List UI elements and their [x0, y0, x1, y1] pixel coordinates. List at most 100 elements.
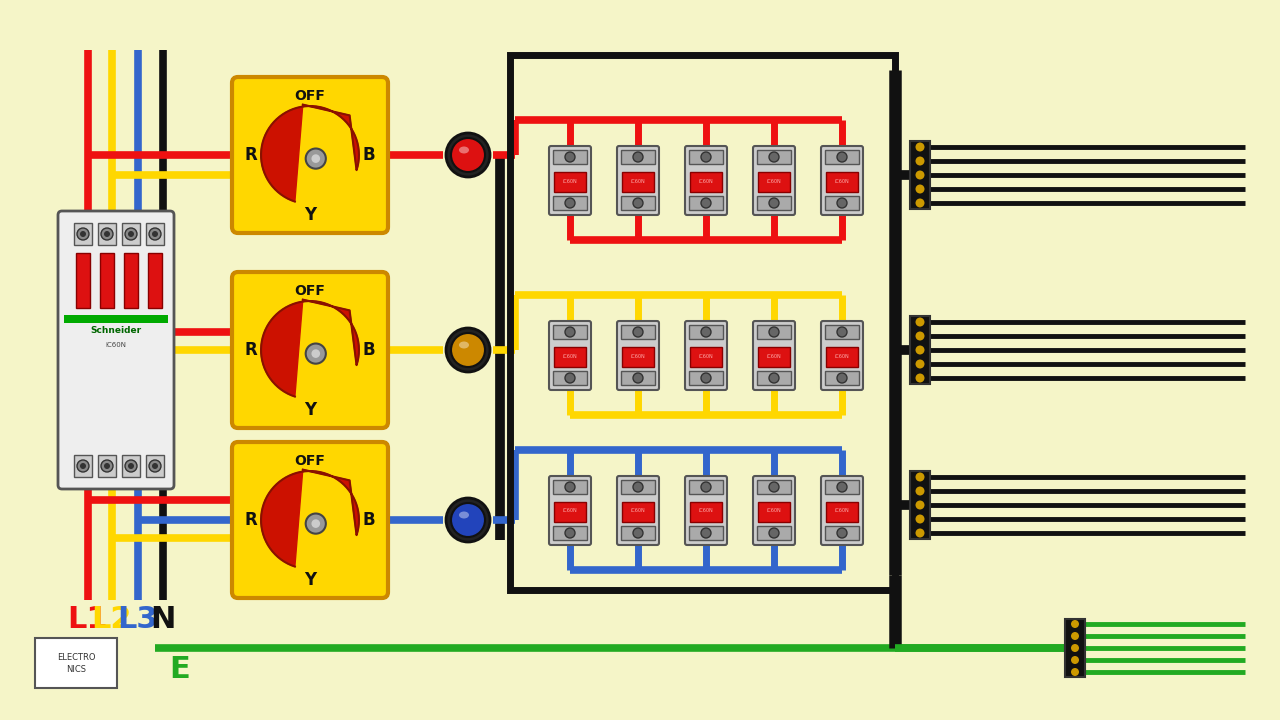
Text: NICS: NICS [67, 665, 86, 675]
Circle shape [564, 152, 575, 162]
Bar [553, 371, 588, 385]
FancyBboxPatch shape [753, 321, 795, 390]
Circle shape [564, 482, 575, 492]
Circle shape [77, 460, 90, 472]
Circle shape [769, 327, 780, 337]
Bar [621, 526, 655, 540]
Bar [756, 196, 791, 210]
Text: L2: L2 [92, 606, 132, 634]
Circle shape [915, 318, 924, 326]
Bar [689, 325, 723, 339]
Circle shape [915, 331, 924, 341]
Circle shape [128, 463, 134, 469]
Circle shape [915, 472, 924, 482]
Text: iC60N: iC60N [563, 179, 577, 184]
Circle shape [1071, 620, 1079, 628]
FancyBboxPatch shape [549, 321, 591, 390]
Text: iC60N: iC60N [699, 354, 713, 359]
Bar [756, 325, 791, 339]
FancyBboxPatch shape [753, 476, 795, 545]
Bar [690, 347, 722, 367]
Bar [621, 196, 655, 210]
Circle shape [152, 231, 157, 237]
Text: OFF: OFF [294, 89, 325, 103]
Bar [554, 347, 586, 367]
Circle shape [79, 463, 86, 469]
Bar [35, 638, 116, 688]
Circle shape [634, 482, 643, 492]
Circle shape [311, 154, 320, 163]
Text: iC60N: iC60N [835, 508, 850, 513]
Circle shape [564, 373, 575, 383]
Circle shape [915, 171, 924, 179]
Bar [621, 325, 655, 339]
Circle shape [451, 138, 485, 172]
Text: iC60N: iC60N [699, 508, 713, 513]
Text: R: R [244, 341, 257, 359]
Text: L1: L1 [68, 606, 109, 634]
Bar [74, 455, 92, 477]
Bar [148, 253, 163, 308]
Circle shape [564, 528, 575, 538]
Bar [689, 150, 723, 164]
FancyBboxPatch shape [820, 321, 863, 390]
Ellipse shape [460, 511, 468, 518]
FancyBboxPatch shape [685, 321, 727, 390]
Circle shape [915, 199, 924, 207]
Text: E: E [170, 655, 191, 685]
FancyBboxPatch shape [820, 476, 863, 545]
Circle shape [915, 528, 924, 538]
Bar [826, 172, 858, 192]
Bar [826, 371, 859, 385]
Circle shape [769, 528, 780, 538]
FancyBboxPatch shape [753, 146, 795, 215]
Bar [756, 150, 791, 164]
Bar [622, 347, 654, 367]
Text: iC60N: iC60N [105, 342, 127, 348]
Bar [64, 315, 168, 323]
Circle shape [634, 198, 643, 208]
Circle shape [769, 373, 780, 383]
Circle shape [701, 482, 710, 492]
Bar [756, 480, 791, 494]
Bar [689, 526, 723, 540]
Circle shape [634, 152, 643, 162]
Text: iC60N: iC60N [631, 354, 645, 359]
Circle shape [101, 228, 113, 240]
Bar [758, 347, 790, 367]
Bar [622, 502, 654, 522]
Text: Y: Y [303, 401, 316, 419]
Bar [553, 480, 588, 494]
Bar [826, 150, 859, 164]
Circle shape [701, 198, 710, 208]
Bar [509, 55, 895, 590]
FancyBboxPatch shape [232, 442, 388, 598]
Circle shape [79, 231, 86, 237]
Text: iC60N: iC60N [767, 354, 781, 359]
FancyBboxPatch shape [617, 476, 659, 545]
Circle shape [125, 228, 137, 240]
FancyBboxPatch shape [232, 77, 388, 233]
Circle shape [104, 463, 110, 469]
Circle shape [1071, 644, 1079, 652]
Circle shape [104, 231, 110, 237]
Bar [689, 196, 723, 210]
Circle shape [837, 528, 847, 538]
Circle shape [148, 460, 161, 472]
Bar [99, 455, 116, 477]
Circle shape [128, 231, 134, 237]
Bar [554, 502, 586, 522]
Bar [826, 502, 858, 522]
Text: iC60N: iC60N [767, 179, 781, 184]
Bar [690, 172, 722, 192]
Circle shape [701, 152, 710, 162]
Circle shape [445, 328, 490, 372]
Bar [99, 223, 116, 245]
Polygon shape [261, 104, 358, 202]
Ellipse shape [460, 146, 468, 153]
Circle shape [451, 333, 485, 367]
Circle shape [915, 374, 924, 382]
FancyBboxPatch shape [685, 146, 727, 215]
Bar [826, 347, 858, 367]
Bar [124, 253, 138, 308]
